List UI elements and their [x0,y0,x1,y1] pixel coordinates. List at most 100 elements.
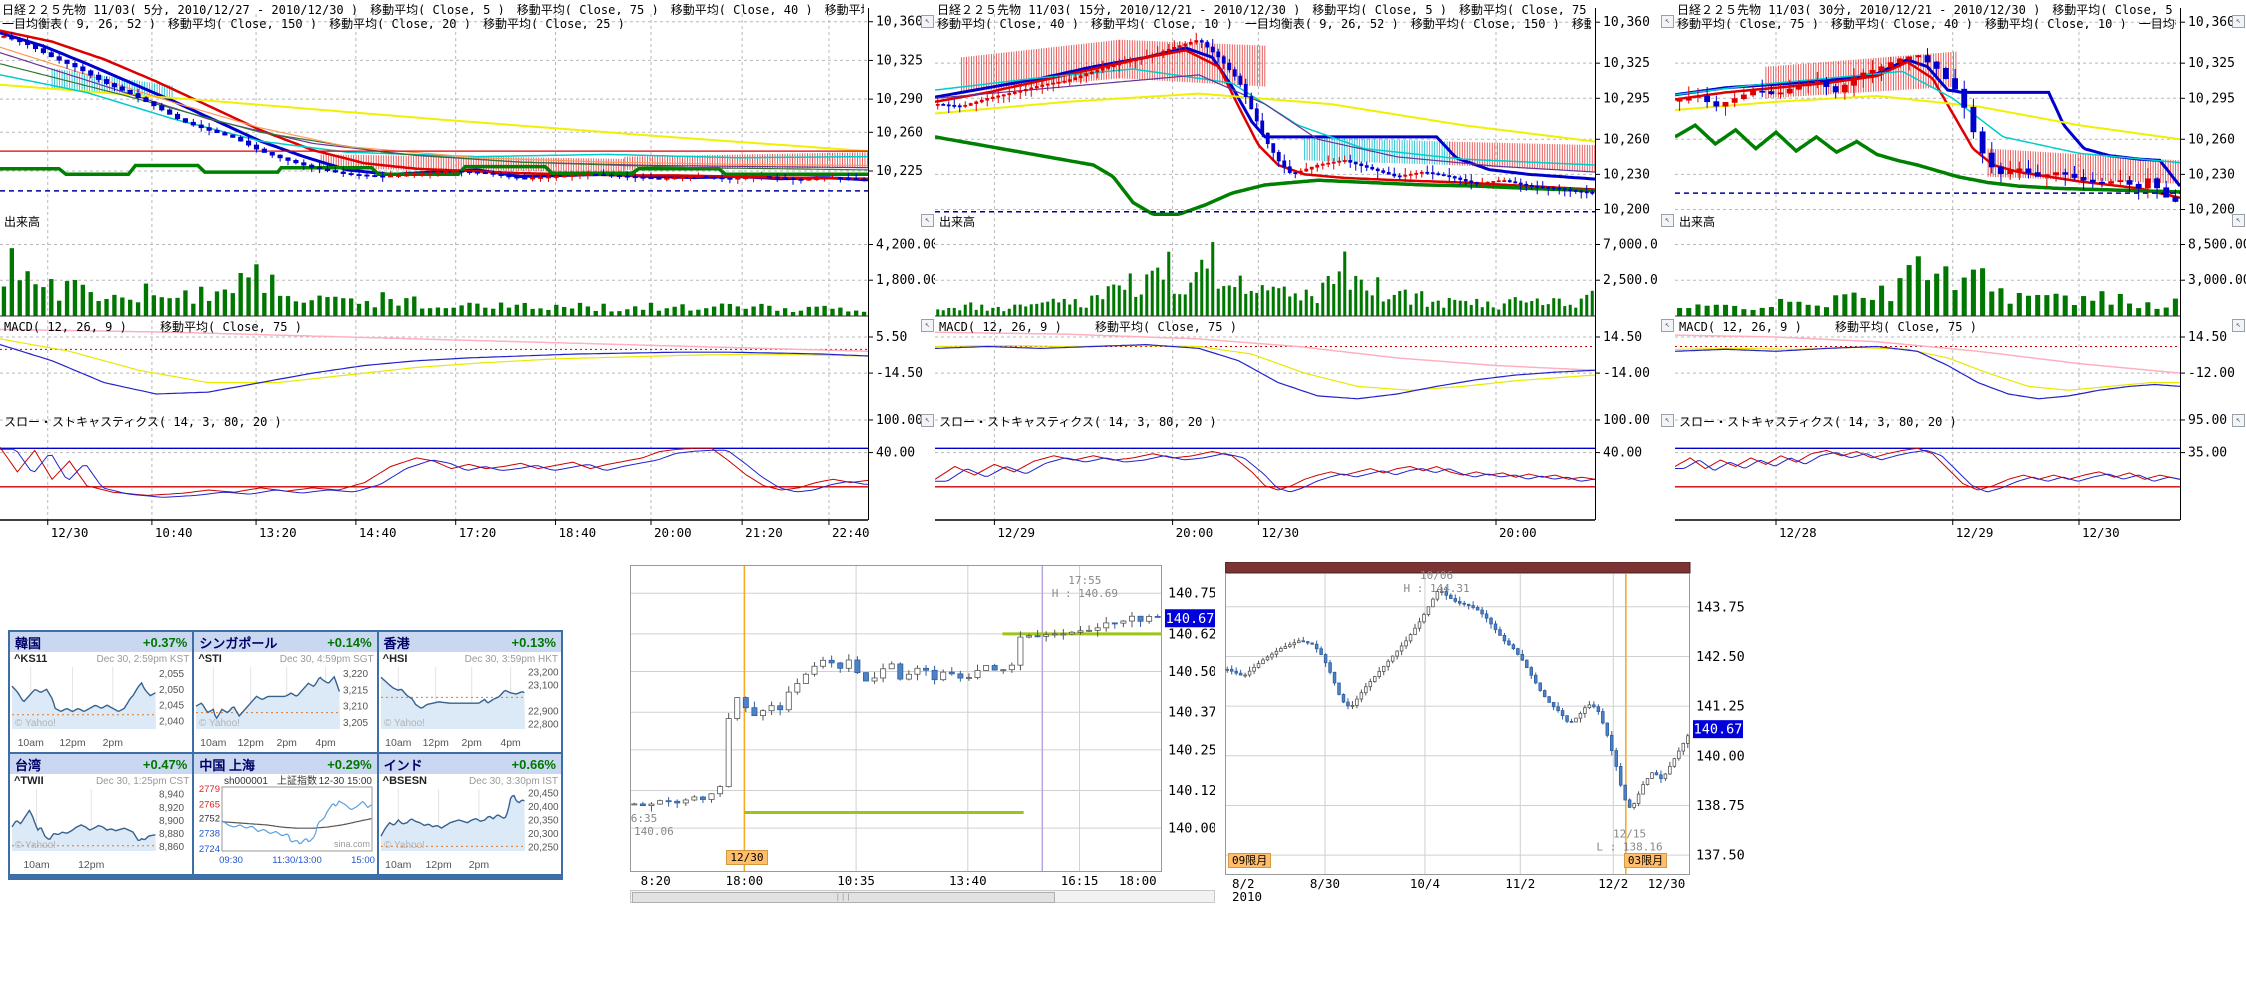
market-symbol[interactable]: ^STI [198,653,222,665]
pane-expand-icon[interactable]: ↖ [1661,214,1674,227]
pane-expand-icon[interactable]: ↖ [2232,15,2245,28]
volume-bar [222,289,228,316]
candle-body [1056,81,1061,84]
candle-body [1453,598,1458,602]
volume-bar [1915,256,1921,316]
candle-body [1133,59,1138,62]
ma-line [0,163,868,177]
pane-expand-icon[interactable]: ↖ [1661,414,1674,427]
market-timestamp: Dec 30, 4:59pm SGT [279,654,374,665]
scrollbar-handle[interactable]: ||| [632,892,1056,903]
volume-bar [1288,296,1292,316]
candle-body [1906,56,1913,60]
candle-body [1225,668,1229,671]
volume-bar [2062,295,2068,316]
market-symbol[interactable]: ^KS11 [14,653,48,665]
market-name-link[interactable]: 香港 [383,635,410,651]
candle-body [1238,75,1243,85]
label: 35.00 [2188,446,2227,461]
pane-expand-icon[interactable]: ↖ [1661,15,1674,28]
volume-bar [230,293,235,316]
chart-canvas: 10,360 10,325 10,290 10,260 10,225 4,200.00 1,… [0,8,939,540]
volume-bar [601,303,606,316]
label: 2,500.0 [1603,273,1658,288]
label: 10,200 [2188,202,2235,217]
pane-expand-icon[interactable]: ↖ [1661,319,1674,332]
label: 137.50 [1696,848,1745,864]
candle-body [1641,784,1645,795]
volume-bar [1315,303,1319,316]
candle-body [1502,634,1507,642]
label: 10:35 [837,873,875,888]
label: 141.25 [1696,699,1745,715]
candle-body [946,104,951,107]
label: 10,325 [2188,56,2235,71]
horizontal-scrollbar[interactable]: ||| [630,890,1215,903]
label: 140.50 [1168,664,1215,680]
pane-expand-icon[interactable]: ↖ [2232,414,2245,427]
candle-body [1238,672,1243,676]
macd-ma-label: 移動平均( Close, 75 ) [1835,320,1977,334]
volume-bar [1732,305,1738,316]
candle-body [974,670,981,678]
candle-body [2071,173,2078,178]
candle-body [624,175,630,178]
volume-bar [1392,294,1396,316]
candle-body [1551,187,1556,190]
candle-body [1089,71,1094,75]
market-name-link[interactable]: 中国 上海 [199,757,255,773]
candle-body [1341,694,1346,703]
volume-bar [1475,298,1479,316]
pane-expand-icon[interactable]: ↖ [921,214,934,227]
chart-title-line1: 日経２２５先物 11/03( 15分, 2010/12/21 - 2010/12… [937,3,1591,15]
market-name-link[interactable]: 台湾 [15,757,42,773]
label: 10am [385,859,412,871]
macd-line [1674,345,2181,400]
label: 95.00 [2188,413,2227,428]
volume-bar [72,279,78,316]
chart-title-line2: 移動平均( Close, 40 ) 移動平均( Close, 10 ) 一目均衡… [937,17,1591,29]
candle-body [1796,85,1802,90]
volume-bar [1079,307,1083,316]
candle-body [48,52,54,58]
candle-body [1120,620,1127,624]
market-symbol[interactable]: ^BSESN [382,775,427,787]
volume-bar [1343,251,1347,316]
macd-ma-label: 移動平均( Close, 75 ) [1095,320,1237,334]
volume-bar [991,307,995,316]
candle-body [1287,166,1292,174]
candle-body [751,707,758,717]
pane-expand-icon[interactable]: ↖ [2232,319,2245,332]
market-name-link[interactable]: 韓国 [15,635,42,651]
candle-body [388,175,394,178]
volume-bar [1431,301,1435,316]
pane-expand-icon[interactable]: ↖ [2232,214,2245,227]
pane-expand-icon[interactable]: ↖ [921,15,934,28]
volume-bar [648,302,654,316]
candle-body [1386,172,1391,175]
label: 140.00 [1696,748,1745,764]
candle-body [880,668,887,679]
nikkei225-futures-5min-chart: 10,360 10,325 10,290 10,260 10,225 4,200.00 1,… [0,0,939,560]
volume-bar [1557,298,1561,316]
area-fill [380,677,525,729]
market-name-link[interactable]: シンガポール [199,635,278,651]
volume-bar [491,308,496,316]
candle-body [648,177,654,180]
label: 8,940 [159,790,184,801]
volume-bar [1084,307,1088,316]
candle-body [482,172,488,175]
label: 10,290 [876,92,923,107]
candle-body [608,174,615,177]
candle-body [2016,168,2023,172]
pane-expand-icon[interactable]: ↖ [921,319,934,332]
candle-body [1413,627,1417,635]
candle-body [1484,613,1489,619]
watermark: © Yahoo! [384,718,425,729]
pane-expand-icon[interactable]: ↖ [921,414,934,427]
label: 12/30 [2082,525,2120,540]
market-symbol[interactable]: ^TWII [14,775,44,787]
candle-body [119,86,125,91]
market-symbol[interactable]: ^HSI [382,653,408,665]
market-name-link[interactable]: インド [383,757,423,773]
